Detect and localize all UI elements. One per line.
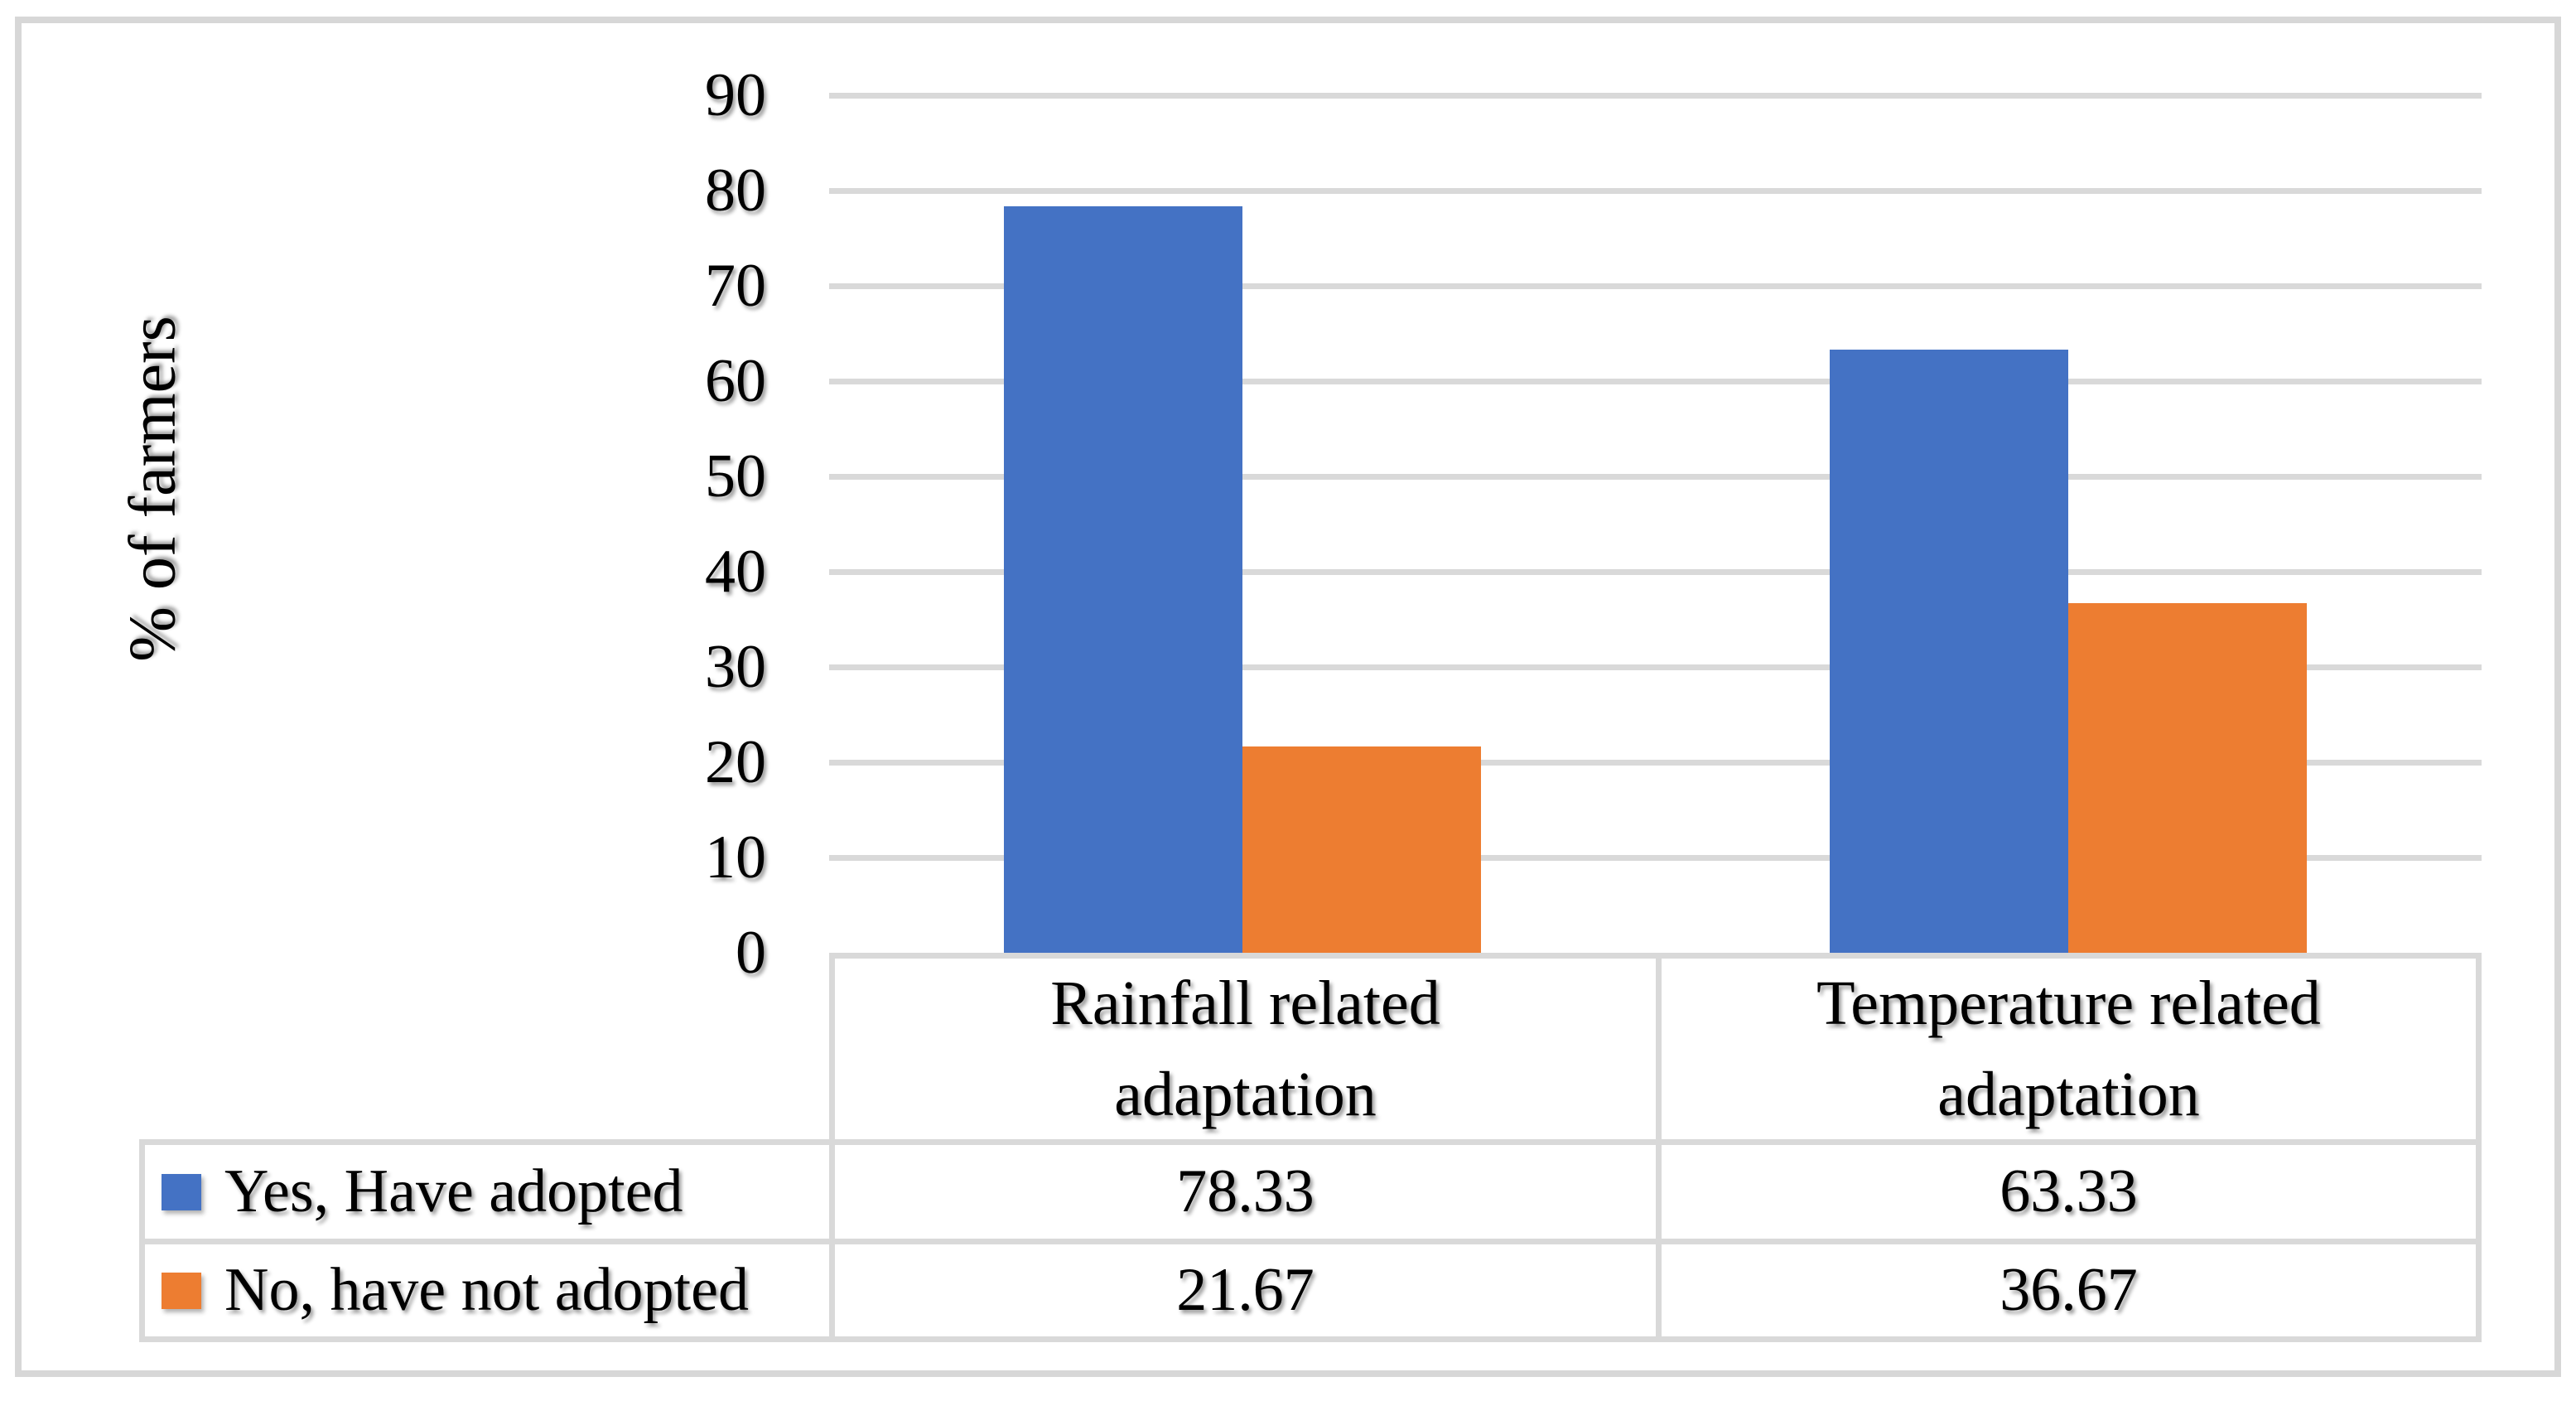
category-header-2: Temperature related adaptation xyxy=(1656,953,2482,1139)
y-tick-label-30: 30 xyxy=(705,633,766,701)
y-tick-label-60: 60 xyxy=(705,347,766,415)
bar-group-2 xyxy=(1656,95,2482,953)
bar-yes-2 xyxy=(1830,349,2069,953)
category-header-1: Rainfall related adaptation xyxy=(829,953,1656,1139)
legend-swatch-1 xyxy=(162,1173,201,1210)
value-cell-1-1: 78.33 xyxy=(829,1139,1656,1239)
y-tick-label-10: 10 xyxy=(705,824,766,891)
bar-no-2 xyxy=(2068,603,2308,953)
y-tick-label-20: 20 xyxy=(705,728,766,796)
gridline-20 xyxy=(829,760,2482,766)
y-tick-label-0: 0 xyxy=(736,919,766,987)
legend-cell-2: No, have not adopted xyxy=(139,1239,829,1342)
bar-no-1 xyxy=(1242,746,1481,953)
legend-cell-1: Yes, Have adopted xyxy=(139,1139,829,1239)
legend-label-2: No, have not adopted xyxy=(224,1256,749,1324)
gridline-10 xyxy=(829,855,2482,861)
bar-yes-1 xyxy=(1003,206,1242,953)
gridline-30 xyxy=(829,664,2482,670)
legend-label-1: Yes, Have adopted xyxy=(224,1157,683,1225)
gridline-80 xyxy=(829,188,2482,194)
bars-layer xyxy=(829,95,2482,953)
gridline-40 xyxy=(829,569,2482,575)
value-cell-1-2: 63.33 xyxy=(1656,1139,2482,1239)
y-tick-label-50: 50 xyxy=(705,442,766,510)
y-tick-label-90: 90 xyxy=(705,61,766,129)
y-tick-label-40: 40 xyxy=(705,538,766,606)
legend-swatch-2 xyxy=(162,1272,201,1309)
gridline-50 xyxy=(829,474,2482,480)
value-cell-2-1: 21.67 xyxy=(829,1239,1656,1342)
plot-area xyxy=(829,93,2482,953)
value-cell-2-2: 36.67 xyxy=(1656,1239,2482,1342)
gridline-60 xyxy=(829,379,2482,384)
gridline-90 xyxy=(829,93,2482,99)
gridline-70 xyxy=(829,283,2482,289)
y-tick-label-70: 70 xyxy=(705,252,766,320)
bar-group-1 xyxy=(829,95,1656,953)
y-tick-label-80: 80 xyxy=(705,157,766,225)
